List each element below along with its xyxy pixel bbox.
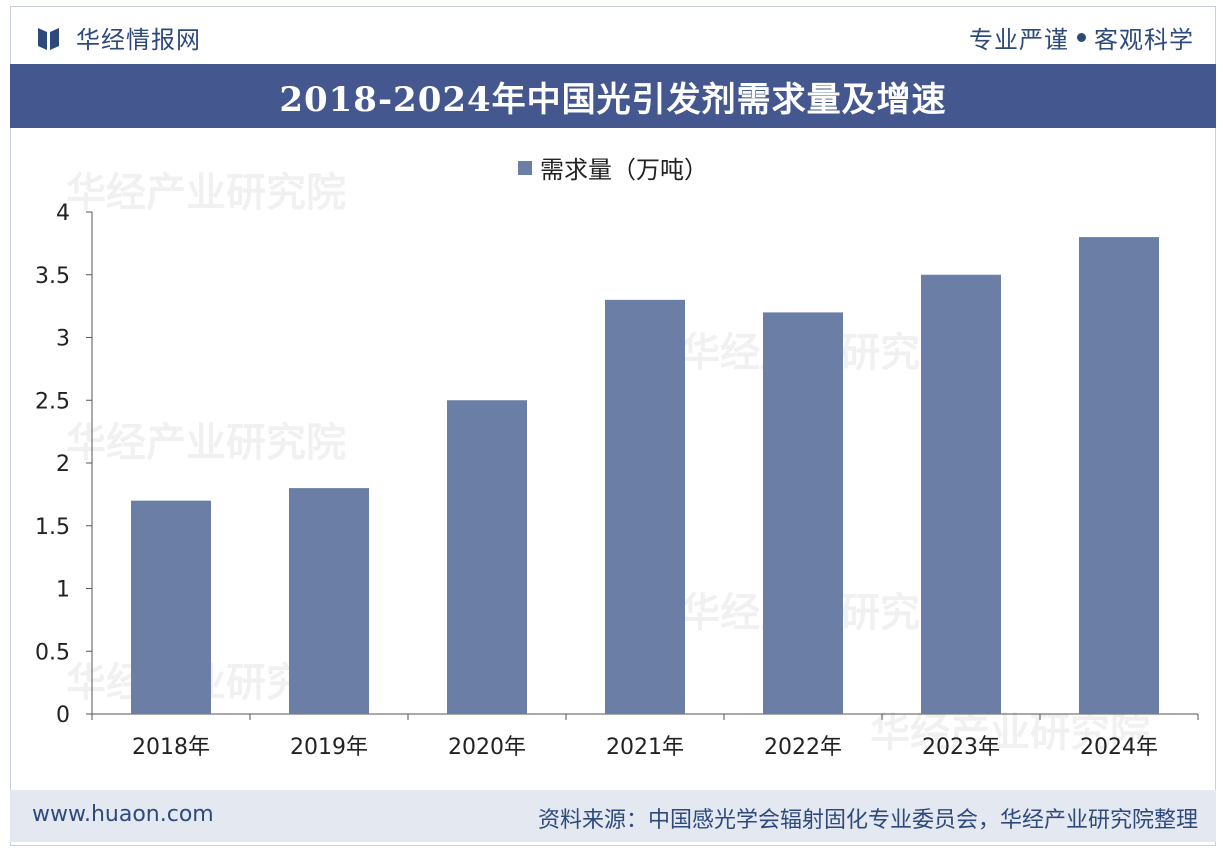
brand: 华经情报网 — [36, 20, 201, 55]
bar-2024年 — [1079, 237, 1159, 714]
bar-2021年 — [605, 299, 685, 714]
footer-url[interactable]: www.huaon.com — [32, 802, 214, 827]
y-tick-label: 0.5 — [35, 640, 70, 665]
y-tick-label: 1 — [56, 578, 70, 603]
slogan: 专业严谨 客观科学 — [969, 20, 1194, 55]
slogan-left: 专业严谨 — [969, 26, 1069, 54]
legend-swatch — [518, 160, 532, 175]
bar-2020年 — [447, 400, 527, 714]
y-tick-label: 0 — [56, 703, 70, 728]
slogan-dot-icon — [1077, 33, 1086, 42]
header: 华经情报网 专业严谨 客观科学 — [0, 0, 1226, 64]
bar-2023年 — [921, 274, 1001, 714]
legend: 需求量（万吨） — [0, 150, 1226, 185]
bar-chart: 0 0.5 1 1.5 2 2.5 3 3.5 4 2018年 2019年 2020年 2021年 202… — [35, 201, 1199, 760]
bar-2019年 — [289, 488, 369, 714]
y-tick-label: 1.5 — [35, 515, 70, 540]
x-tick-label: 2023年 — [922, 735, 1000, 760]
y-tick-label: 3 — [56, 327, 70, 352]
x-tick-label: 2021年 — [606, 735, 684, 760]
legend-label: 需求量（万吨） — [540, 156, 708, 184]
x-tick-label: 2018年 — [132, 735, 210, 760]
title-bar: 2018-2024年中国光引发剂需求量及增速 — [10, 64, 1216, 128]
outer-frame — [10, 6, 1216, 846]
footer-source: 资料来源：中国感光学会辐射固化专业委员会，华经产业研究院整理 — [537, 808, 1198, 833]
x-tick-label: 2022年 — [764, 735, 842, 760]
x-tick-label: 2024年 — [1080, 735, 1158, 760]
brand-name: 华经情报网 — [76, 26, 201, 54]
footer: www.huaon.com 资料来源：中国感光学会辐射固化专业委员会，华经产业研… — [10, 790, 1216, 842]
chart-title: 2018-2024年中国光引发剂需求量及增速 — [279, 79, 947, 120]
y-tick-label: 2.5 — [35, 389, 70, 414]
brand-logo-icon — [38, 27, 59, 50]
bar-2022年 — [763, 312, 843, 714]
bar-2018年 — [131, 500, 211, 714]
slogan-right: 客观科学 — [1094, 26, 1194, 54]
y-tick-label: 3.5 — [35, 264, 70, 289]
y-tick-label: 4 — [56, 201, 70, 226]
x-tick-label: 2019年 — [290, 735, 368, 760]
x-tick-label: 2020年 — [448, 735, 526, 760]
y-tick-label: 2 — [56, 452, 70, 477]
